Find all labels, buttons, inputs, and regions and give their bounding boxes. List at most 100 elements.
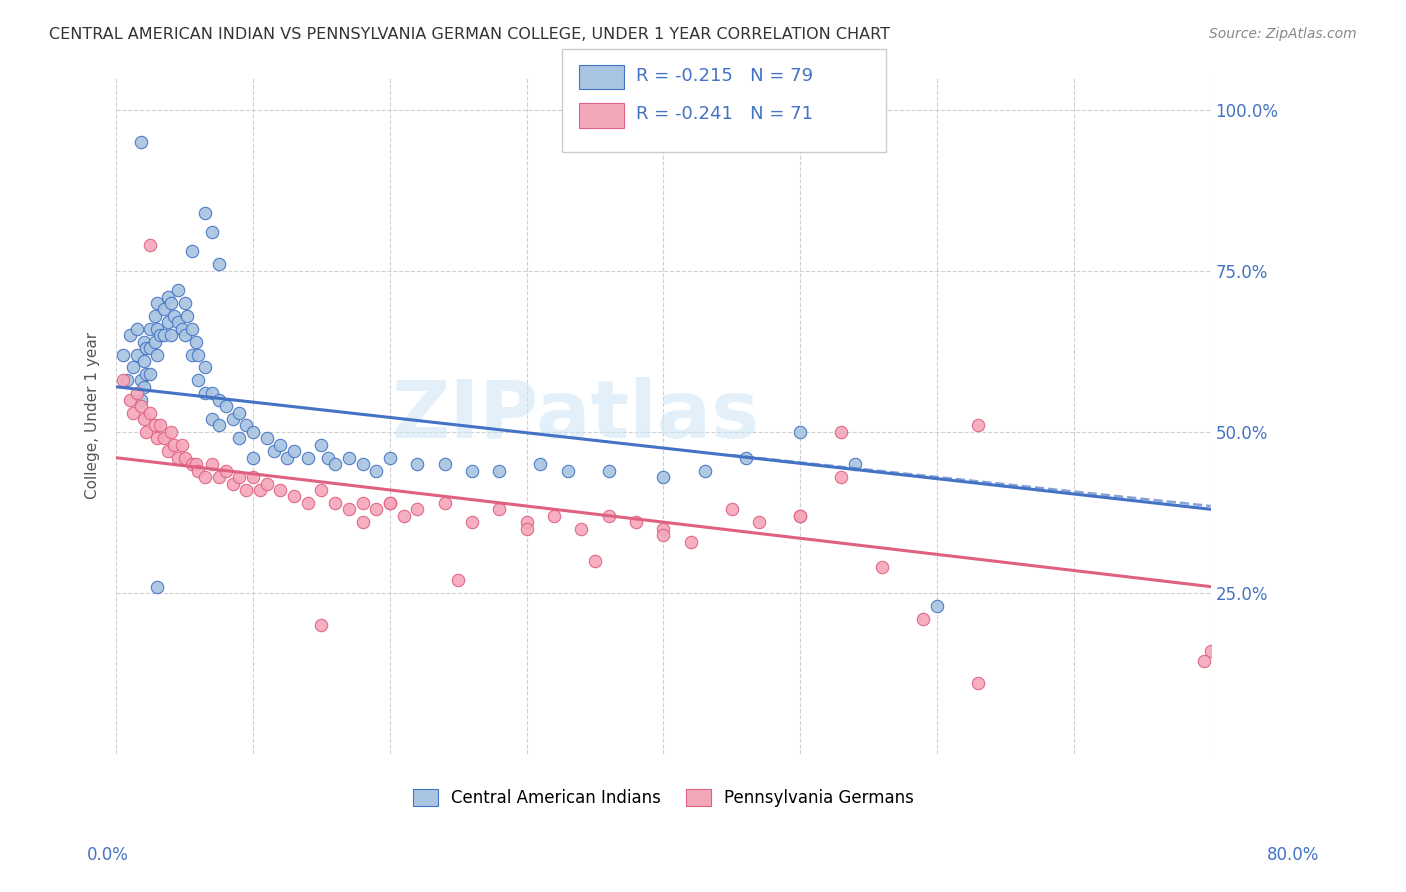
Point [318,450,340,465]
Point [194,360,217,375]
Point [516,522,538,536]
Point [378,496,401,510]
Point [121,406,143,420]
Point [283,489,305,503]
Point [132,334,155,349]
Y-axis label: College, Under 1 year: College, Under 1 year [86,332,100,500]
Point [276,450,298,465]
Point [693,464,716,478]
Point [256,431,278,445]
Point [160,296,183,310]
Point [337,450,360,465]
Point [447,573,470,587]
Point [311,483,333,497]
Point [135,367,157,381]
Point [180,322,202,336]
Point [297,450,319,465]
Point [139,322,162,336]
Point [201,457,224,471]
Point [149,328,172,343]
Point [406,457,429,471]
Point [176,309,198,323]
Point [118,328,141,343]
Point [146,296,169,310]
Point [844,457,866,471]
Point [170,322,193,336]
Point [433,496,456,510]
Point [135,341,157,355]
Point [323,496,346,510]
Point [392,508,415,523]
Point [139,238,162,252]
Point [789,425,811,439]
Point [228,431,250,445]
Point [352,515,374,529]
Point [180,457,202,471]
Point [208,257,231,271]
Point [352,496,374,510]
Point [283,444,305,458]
Point [153,431,176,445]
Point [173,450,195,465]
Point [153,302,176,317]
Point [163,438,186,452]
Point [194,470,217,484]
Text: R = -0.241   N = 71: R = -0.241 N = 71 [636,105,813,123]
Point [201,386,224,401]
Point [311,438,333,452]
Point [118,392,141,407]
Point [146,431,169,445]
Point [366,502,388,516]
Point [115,373,138,387]
Point [129,135,152,149]
Point [180,244,202,259]
Text: R = -0.215   N = 79: R = -0.215 N = 79 [636,67,813,85]
Point [242,470,264,484]
Point [208,470,231,484]
Legend: Central American Indians, Pennsylvania Germans: Central American Indians, Pennsylvania G… [406,782,921,814]
Point [135,425,157,439]
Point [143,309,166,323]
Point [366,464,388,478]
Point [830,425,852,439]
Point [125,348,148,362]
Point [187,464,209,478]
Point [208,418,231,433]
Point [112,373,135,387]
Point [139,406,162,420]
Point [221,476,243,491]
Point [166,315,188,329]
Point [297,496,319,510]
Point [352,457,374,471]
Point [912,612,935,626]
Point [249,483,271,497]
Point [337,502,360,516]
Point [967,676,990,690]
Point [242,425,264,439]
Point [598,508,620,523]
Point [132,412,155,426]
Text: 0.0%: 0.0% [87,846,129,863]
Point [146,580,169,594]
Point [652,528,675,542]
Point [571,522,593,536]
Point [221,412,243,426]
Point [187,373,209,387]
Point [173,328,195,343]
Point [406,502,429,516]
Point [461,515,484,529]
Point [201,412,224,426]
Point [146,322,169,336]
Point [187,348,209,362]
Point [652,470,675,484]
Point [263,444,285,458]
Point [378,496,401,510]
Point [160,328,183,343]
Point [170,438,193,452]
Point [679,534,702,549]
Point [235,418,257,433]
Point [242,450,264,465]
Point [789,508,811,523]
Point [872,560,894,574]
Point [789,508,811,523]
